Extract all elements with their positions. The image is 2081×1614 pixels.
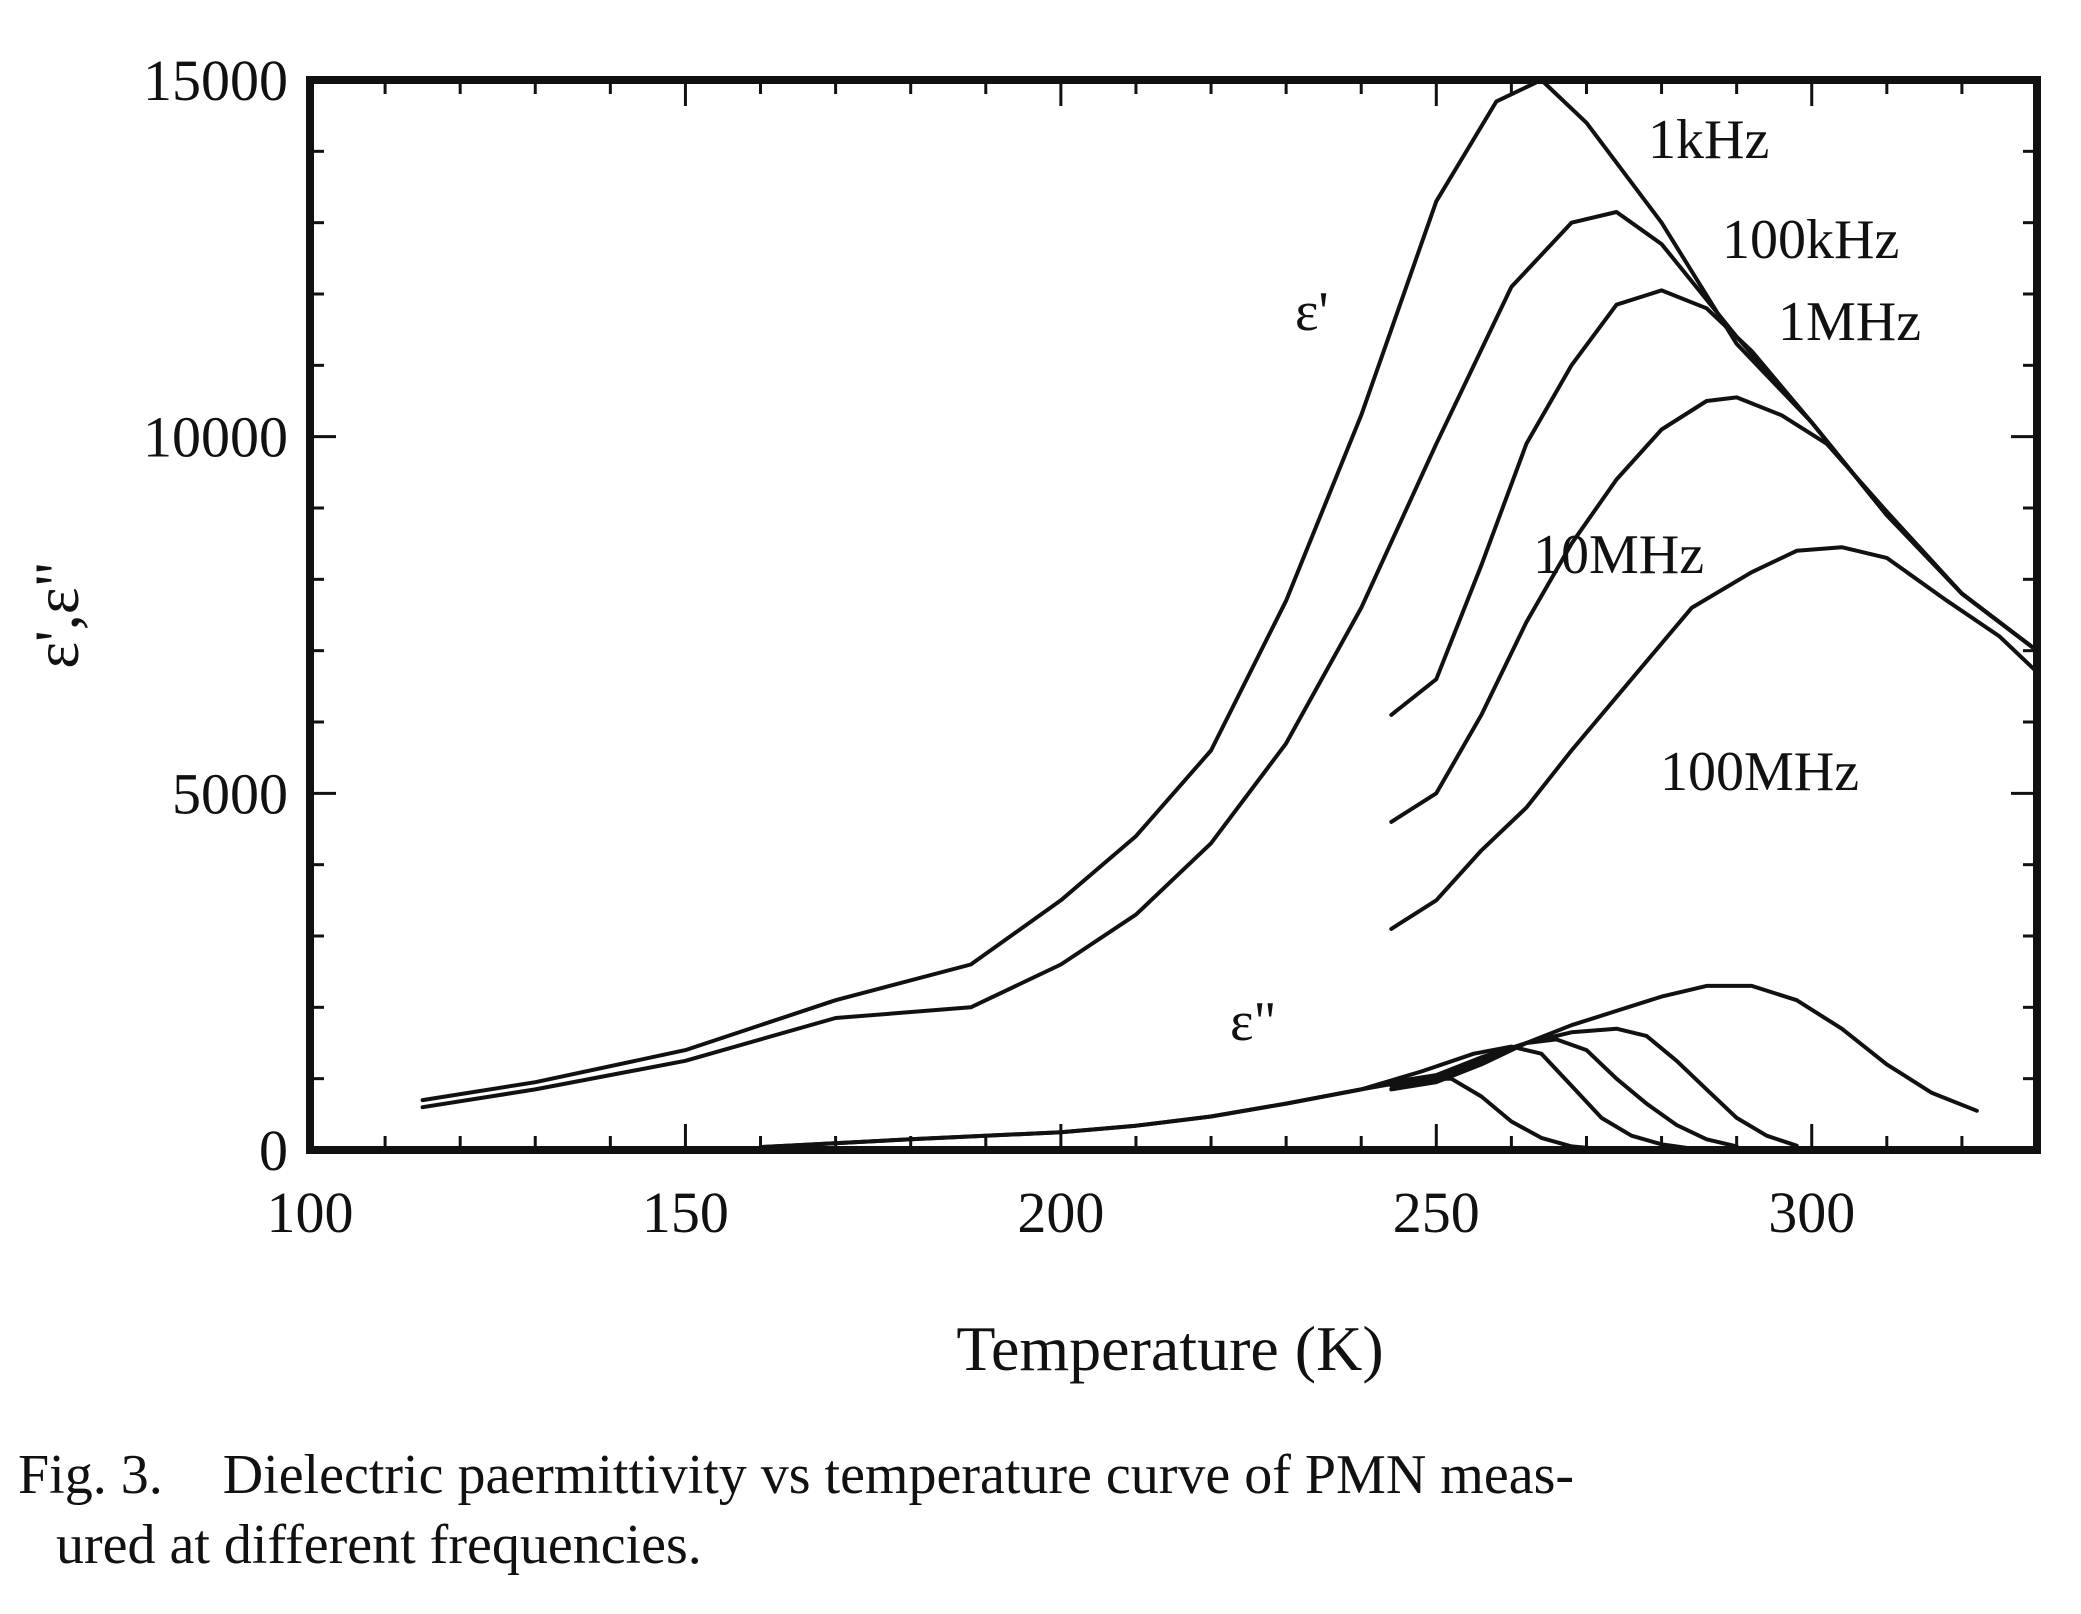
caption-line-2: ured at different frequencies. — [56, 1514, 702, 1576]
series-line-imag-1mhz — [1389, 1037, 1739, 1149]
series-line-real-1mhz — [1389, 288, 2039, 717]
figure-caption: Fig. 3. Dielectric paermittivity vs tempe… — [18, 1440, 2058, 1580]
y-axis-title: ε',ε" — [21, 561, 92, 668]
series-line-real-10mhz — [1389, 395, 2039, 824]
series-line-real-100mhz — [1389, 545, 2039, 931]
x-tick-label: 100 — [267, 1180, 354, 1245]
x-axis-title: Temperature (K) — [956, 1313, 1383, 1384]
series-line-imag-100khz — [758, 1044, 1694, 1151]
x-tick-label: 250 — [1393, 1180, 1480, 1245]
tick-labels: 100 150 200 250 300 0 5000 10000 15000 — [143, 48, 1855, 1245]
annotation-100mhz: 100MHz — [1660, 741, 1859, 803]
y-tick-label: 15000 — [143, 48, 288, 113]
annotation-1mhz: 1MHz — [1778, 291, 1921, 353]
x-tick-label: 200 — [1017, 1180, 1104, 1245]
caption-number: Fig. 3. — [18, 1444, 163, 1506]
annotation-eps-imag: ε" — [1230, 991, 1276, 1053]
y-tick-label: 5000 — [172, 761, 288, 826]
x-tick-label: 150 — [642, 1180, 729, 1245]
series-line-imag-100mhz — [1389, 983, 1979, 1113]
caption-line-1: Dielectric paermittivity vs temperature … — [222, 1444, 1575, 1506]
x-tick-label: 300 — [1768, 1180, 1855, 1245]
y-tick-label: 10000 — [143, 405, 288, 470]
series-line-imag-10mhz — [1389, 1026, 1799, 1148]
annotation-100khz: 100kHz — [1722, 209, 1899, 271]
annotation-1khz: 1kHz — [1648, 109, 1769, 171]
annotation-10mhz: 10MHz — [1533, 524, 1704, 586]
annotation-eps-real: ε' — [1295, 281, 1329, 343]
curves — [420, 78, 2039, 1152]
y-tick-label: 0 — [259, 1118, 288, 1183]
plot-frame — [306, 76, 2041, 1154]
